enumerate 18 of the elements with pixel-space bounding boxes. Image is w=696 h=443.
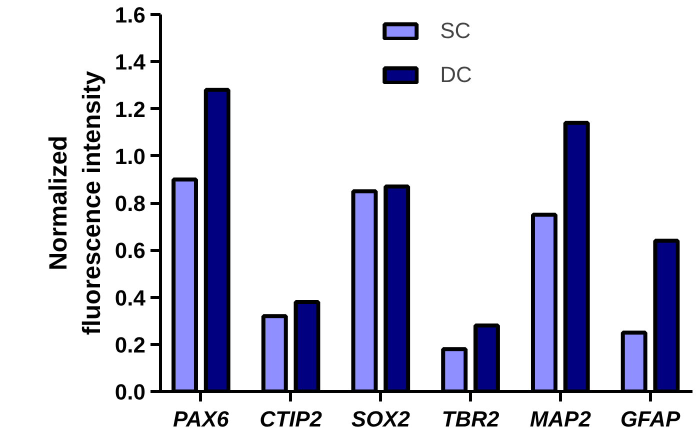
x-tick-label: MAP2: [530, 406, 592, 432]
x-tick-label: CTIP2: [260, 406, 323, 432]
y-tick-label: 0.8: [114, 191, 146, 216]
y-tick-label: 0.6: [114, 238, 146, 264]
x-tick-label: SOX2: [351, 406, 411, 432]
y-axis-title: Normalized fluorescence intensity: [44, 70, 106, 335]
x-tick-label: GFAP: [620, 406, 681, 432]
y-tick-label: 1.0: [114, 144, 146, 169]
y-tick-label: 1.6: [114, 2, 146, 28]
y-tick-label: 0.2: [114, 332, 146, 358]
y-tick-label: 0.0: [114, 380, 146, 404]
y-tick-label: 1.2: [114, 96, 146, 122]
y-tick-label: 0.4: [114, 285, 146, 310]
legend-label: DC: [440, 62, 472, 88]
x-tick-label: PAX6: [173, 406, 230, 432]
x-tick-label: TBR2: [442, 406, 500, 432]
legend-label: SC: [440, 18, 471, 44]
y-tick-label: 1.4: [114, 50, 146, 75]
